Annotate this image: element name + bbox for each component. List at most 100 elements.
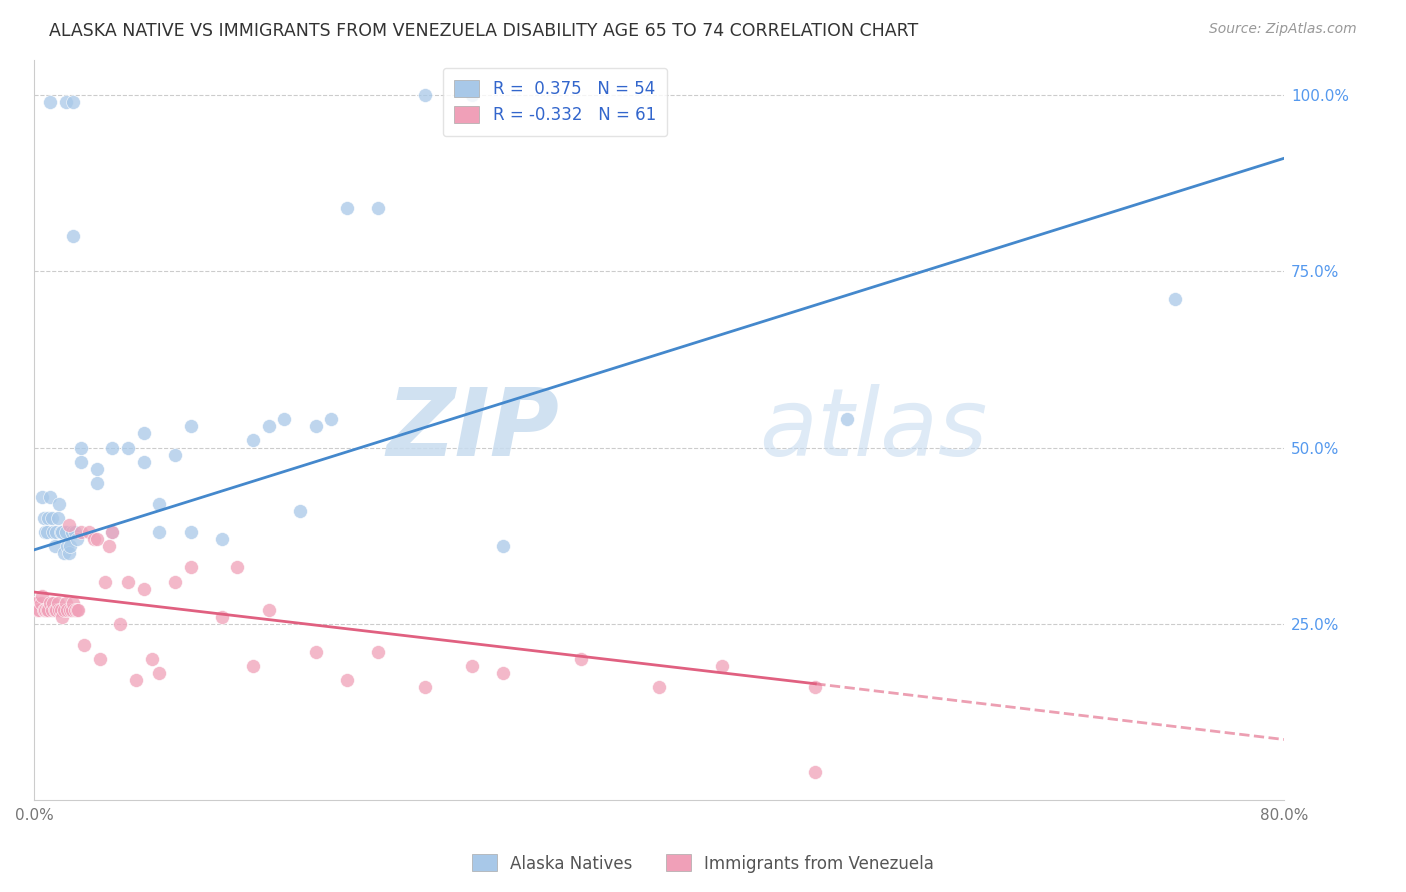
Point: [51, 609, 73, 624]
Point: [62, 95, 84, 109]
Point: [46, 511, 69, 525]
Point: [1163, 293, 1185, 307]
Point: [304, 645, 326, 659]
Point: [86, 532, 108, 546]
Point: [86, 475, 108, 490]
Point: [51, 525, 73, 540]
Point: [53, 603, 76, 617]
Point: [367, 201, 389, 215]
Point: [132, 582, 155, 596]
Point: [48, 497, 70, 511]
Point: [132, 455, 155, 469]
Point: [39, 596, 62, 610]
Point: [60, 525, 83, 540]
Point: [73, 638, 96, 652]
Point: [569, 652, 592, 666]
Point: [56, 539, 79, 553]
Point: [288, 504, 311, 518]
Point: [148, 666, 170, 681]
Point: [77, 525, 100, 540]
Point: [32, 603, 55, 617]
Point: [148, 497, 170, 511]
Point: [41, 603, 63, 617]
Point: [321, 412, 343, 426]
Point: [336, 201, 359, 215]
Point: [163, 574, 186, 589]
Point: [53, 546, 76, 560]
Point: [180, 560, 202, 574]
Point: [804, 764, 827, 779]
Point: [413, 681, 436, 695]
Point: [67, 603, 90, 617]
Point: [49, 525, 72, 540]
Point: [27, 603, 49, 617]
Point: [28, 603, 51, 617]
Point: [59, 539, 82, 553]
Point: [42, 596, 65, 610]
Point: [65, 532, 87, 546]
Point: [93, 574, 115, 589]
Point: [117, 574, 139, 589]
Point: [45, 603, 67, 617]
Point: [30, 596, 52, 610]
Point: [710, 659, 733, 673]
Point: [70, 525, 93, 540]
Point: [89, 652, 111, 666]
Point: [70, 455, 93, 469]
Point: [34, 525, 56, 540]
Point: [367, 645, 389, 659]
Point: [492, 539, 515, 553]
Point: [163, 448, 186, 462]
Text: Source: ZipAtlas.com: Source: ZipAtlas.com: [1209, 22, 1357, 37]
Point: [141, 652, 163, 666]
Point: [44, 539, 66, 553]
Point: [460, 87, 482, 102]
Point: [37, 603, 59, 617]
Point: [148, 525, 170, 540]
Point: [117, 441, 139, 455]
Point: [211, 532, 233, 546]
Point: [413, 87, 436, 102]
Point: [70, 441, 93, 455]
Point: [58, 546, 80, 560]
Point: [257, 603, 280, 617]
Point: [44, 603, 66, 617]
Point: [55, 95, 77, 109]
Point: [58, 518, 80, 533]
Point: [648, 681, 671, 695]
Point: [101, 525, 124, 540]
Point: [132, 426, 155, 441]
Point: [56, 603, 79, 617]
Point: [86, 461, 108, 475]
Point: [31, 589, 53, 603]
Legend: Alaska Natives, Immigrants from Venezuela: Alaska Natives, Immigrants from Venezuel…: [465, 847, 941, 880]
Point: [101, 525, 124, 540]
Point: [242, 434, 264, 448]
Point: [32, 511, 55, 525]
Point: [35, 603, 58, 617]
Point: [180, 525, 202, 540]
Point: [62, 228, 84, 243]
Point: [41, 511, 63, 525]
Point: [273, 412, 295, 426]
Point: [110, 616, 132, 631]
Point: [42, 525, 65, 540]
Point: [226, 560, 249, 574]
Point: [39, 95, 62, 109]
Point: [37, 511, 59, 525]
Point: [59, 603, 82, 617]
Point: [55, 596, 77, 610]
Point: [46, 596, 69, 610]
Point: [336, 673, 359, 688]
Point: [83, 532, 105, 546]
Point: [65, 603, 87, 617]
Point: [48, 603, 70, 617]
Point: [63, 603, 86, 617]
Point: [31, 490, 53, 504]
Point: [39, 490, 62, 504]
Point: [304, 419, 326, 434]
Point: [35, 525, 58, 540]
Text: ZIP: ZIP: [387, 384, 560, 475]
Point: [242, 659, 264, 673]
Point: [460, 659, 482, 673]
